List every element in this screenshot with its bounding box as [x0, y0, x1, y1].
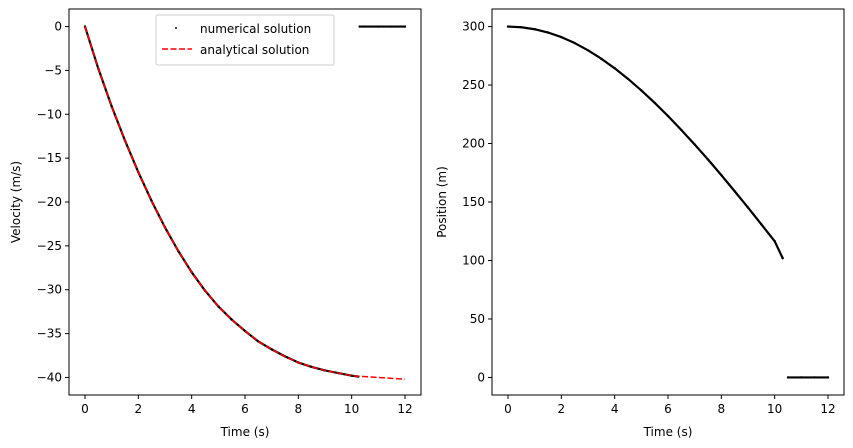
position-series-0-point	[560, 35, 563, 39]
position-series-0-point	[640, 89, 643, 92]
position-chart: 0 2 4 6 8 10 12 0 50 100 150 200 250 300 Time (s) Po…	[435, 8, 845, 439]
position-x-tick-label: 6	[664, 402, 672, 416]
legend-numerical-label: numerical solution	[200, 22, 311, 36]
velocity-y-tick-label: 0	[54, 20, 62, 34]
position-y-ticks: 0 50 100 150 200 250 300	[462, 20, 492, 384]
position-x-tick-label: 2	[558, 402, 566, 416]
position-y-tick-label: 50	[470, 312, 485, 326]
velocity-series-numerical-solution-point	[110, 105, 113, 108]
position-series-0-point	[546, 31, 550, 34]
velocity-y-tick-label: −35	[37, 327, 62, 341]
velocity-series-numerical-solution-point	[403, 25, 407, 28]
velocity-series-numerical-solution-point	[390, 25, 393, 28]
position-y-tick-label: 250	[462, 78, 485, 92]
velocity-series-numerical-solution-point	[363, 25, 367, 28]
velocity-x-tick-label: 4	[188, 402, 196, 416]
position-series-0-point	[800, 376, 803, 379]
velocity-y-tick-label: −25	[37, 239, 62, 253]
velocity-x-tick-label: 10	[344, 402, 359, 416]
position-series-0-point	[786, 376, 790, 379]
position-series-0-point	[586, 49, 590, 52]
velocity-y-tick-label: −40	[37, 370, 62, 384]
position-series	[506, 25, 830, 379]
legend: numerical solution analytical solution	[155, 14, 335, 66]
velocity-y-tick-label: −5	[44, 63, 62, 77]
position-series-0-point	[746, 206, 750, 209]
position-y-tick-label: 200	[462, 137, 485, 151]
position-series-0-point	[666, 114, 670, 118]
position-x-tick-label: 0	[504, 402, 512, 416]
velocity-x-tick-label: 8	[295, 402, 303, 416]
position-series-0-point	[506, 25, 510, 28]
legend-box	[155, 14, 335, 66]
velocity-x-tick-label: 6	[241, 402, 249, 416]
position-y-tick-label: 300	[462, 20, 485, 34]
velocity-y-tick-label: −10	[37, 107, 62, 121]
position-series-0-point	[693, 143, 696, 146]
position-series-0-point	[626, 77, 630, 81]
velocity-chart: 0 2 4 6 8 10 12 0 −5 −10 −15 −20 −25 −30 −35 −40 Time …	[9, 8, 422, 439]
velocity-x-ticks: 0 2 4 6 8 10 12	[81, 395, 413, 416]
position-series-0-point	[613, 67, 616, 70]
position-ylabel: Position (m)	[435, 166, 449, 238]
velocity-x-tick-label: 0	[81, 402, 89, 416]
velocity-ylabel: Velocity (m/s)	[9, 161, 23, 243]
velocity-y-tick-label: −30	[37, 283, 62, 297]
position-x-ticks: 0 2 4 6 8 10 12	[504, 395, 836, 416]
position-xlabel: Time (s)	[643, 425, 693, 439]
position-series-0-point	[533, 28, 536, 31]
position-x-tick-label: 4	[611, 402, 619, 416]
position-series-0-point	[760, 223, 763, 226]
position-series-0-point	[826, 376, 830, 379]
legend-numerical-marker	[175, 27, 177, 29]
position-series-0-point	[720, 173, 723, 177]
position-series-0-segment	[506, 25, 784, 260]
position-series-0-point	[520, 26, 523, 29]
position-series-0-point	[773, 239, 776, 243]
velocity-series-numerical-solution-point	[358, 25, 361, 28]
position-series-0-point	[781, 256, 784, 260]
position-y-tick-label: 150	[462, 195, 485, 209]
position-y-tick-label: 0	[477, 370, 485, 384]
legend-analytical-label: analytical solution	[200, 43, 309, 57]
position-x-tick-label: 12	[820, 402, 835, 416]
velocity-series-analytical-solution-line	[84, 26, 406, 380]
velocity-y-ticks: 0 −5 −10 −15 −20 −25 −30 −35 −40	[37, 20, 69, 384]
position-series-0-point	[733, 190, 736, 193]
position-x-tick-label: 8	[718, 402, 726, 416]
velocity-y-tick-label: −20	[37, 195, 62, 209]
position-y-tick-label: 100	[462, 253, 485, 267]
position-x-tick-label: 10	[767, 402, 782, 416]
position-series-0-point	[600, 57, 603, 60]
position-series-0-point	[573, 41, 576, 45]
velocity-y-tick-label: −15	[37, 151, 62, 165]
position-series-0-point	[680, 128, 683, 132]
velocity-x-tick-label: 12	[397, 402, 412, 416]
position-series-0-point	[813, 376, 816, 379]
velocity-series-numerical-solution-point	[270, 348, 273, 351]
position-series-0-point	[706, 158, 710, 161]
velocity-series	[83, 25, 407, 380]
velocity-x-tick-label: 2	[135, 402, 143, 416]
velocity-xlabel: Time (s)	[220, 425, 270, 439]
position-series-0-point	[653, 101, 656, 105]
velocity-series-numerical-solution-point	[377, 25, 380, 28]
